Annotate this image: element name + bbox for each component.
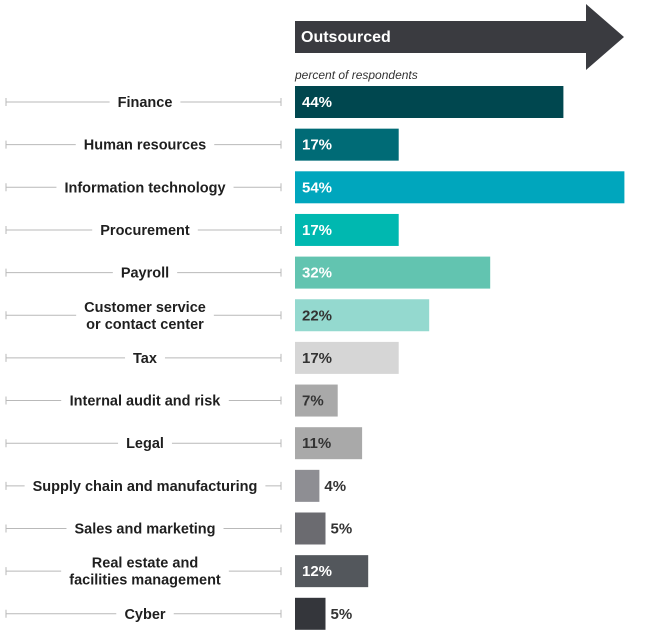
bar-row: Tax 17% bbox=[5, 341, 399, 374]
category-label: Cyber bbox=[124, 607, 165, 623]
bar bbox=[295, 86, 564, 118]
bar-row: Supply chain and manufacturing 4% bbox=[5, 469, 346, 502]
category-label: Payroll bbox=[121, 266, 169, 282]
value-label: 17% bbox=[302, 222, 332, 239]
value-label: 5% bbox=[331, 521, 353, 538]
value-label: 22% bbox=[302, 307, 332, 324]
value-label: 7% bbox=[302, 393, 324, 410]
bar-row: Customer service or contact center 22% bbox=[5, 299, 430, 333]
value-label: 54% bbox=[302, 179, 332, 196]
bar-rows: Finance 44% Human resources 17% Information … bbox=[5, 86, 625, 630]
category-label: Finance bbox=[118, 95, 173, 111]
bar bbox=[295, 213, 399, 246]
bar-row: Human resources 17% bbox=[5, 128, 399, 161]
value-label: 5% bbox=[331, 606, 353, 623]
bar bbox=[295, 341, 399, 374]
category-label: Procurement bbox=[100, 223, 190, 239]
category-label: Tax bbox=[133, 351, 157, 367]
bar bbox=[295, 384, 338, 417]
bar-row: Legal 11% bbox=[5, 427, 363, 460]
category-label: Real estate and facilities management bbox=[69, 556, 221, 589]
bar bbox=[295, 512, 326, 545]
category-label: Sales and marketing bbox=[74, 522, 215, 538]
bar bbox=[295, 555, 369, 588]
bar-row: Information technology 54% bbox=[5, 171, 625, 204]
chart-subtitle: percent of respondents bbox=[294, 68, 418, 82]
category-label: Customer service or contact center bbox=[84, 300, 206, 333]
bar-row: Cyber 5% bbox=[5, 597, 353, 630]
category-label: Information technology bbox=[64, 180, 225, 196]
value-label: 17% bbox=[302, 350, 332, 367]
bar bbox=[295, 299, 430, 332]
value-label: 17% bbox=[302, 137, 332, 154]
category-label: Supply chain and manufacturing bbox=[33, 479, 258, 495]
bar bbox=[295, 597, 326, 630]
bar bbox=[295, 469, 320, 502]
bar-row: Payroll 32% bbox=[5, 256, 491, 289]
category-label: Internal audit and risk bbox=[70, 394, 222, 410]
bar-row: Finance 44% bbox=[5, 86, 564, 118]
value-label: 11% bbox=[302, 435, 331, 452]
category-label: Legal bbox=[126, 436, 164, 452]
bar-row: Procurement 17% bbox=[5, 213, 399, 246]
chart-title: Outsourced bbox=[301, 29, 391, 46]
chart-header: Outsourced bbox=[295, 4, 624, 70]
value-label: 44% bbox=[302, 94, 332, 111]
value-label: 32% bbox=[302, 265, 332, 282]
bar bbox=[295, 171, 625, 204]
bar-row: Real estate and facilities management 12% bbox=[5, 555, 369, 589]
bar-row: Sales and marketing 5% bbox=[5, 512, 353, 545]
bar-row: Internal audit and risk 7% bbox=[5, 384, 338, 417]
value-label: 4% bbox=[324, 478, 346, 495]
value-label: 12% bbox=[302, 563, 332, 580]
bar bbox=[295, 256, 491, 289]
category-label: Human resources bbox=[84, 138, 207, 154]
header-arrow-banner bbox=[295, 4, 624, 70]
bar bbox=[295, 128, 399, 161]
bar bbox=[295, 427, 363, 460]
